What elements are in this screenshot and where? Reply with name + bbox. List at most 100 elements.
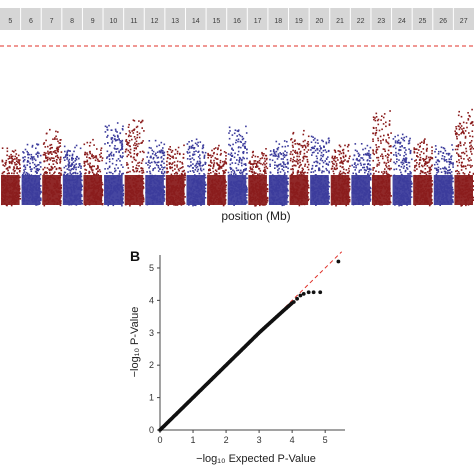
manhattan-point <box>205 183 207 186</box>
manhattan-point <box>307 168 310 171</box>
manhattan-point <box>101 189 104 192</box>
manhattan-point <box>59 167 62 170</box>
manhattan-point <box>115 148 118 150</box>
chromosome-label: 21 <box>336 18 344 25</box>
chromosome-label: 23 <box>377 18 385 25</box>
manhattan-point <box>302 156 304 159</box>
manhattan-point <box>224 162 227 164</box>
manhattan-point <box>244 142 246 145</box>
manhattan-point <box>234 152 236 155</box>
manhattan-point <box>40 191 42 194</box>
manhattan-point <box>138 170 141 173</box>
manhattan-point <box>315 155 318 157</box>
manhattan-point <box>162 158 165 160</box>
manhattan-point <box>184 179 186 181</box>
manhattan-point <box>262 154 264 157</box>
manhattan-point <box>176 164 178 166</box>
manhattan-point <box>320 151 323 154</box>
manhattan-point <box>136 134 139 136</box>
manhattan-point <box>110 153 112 155</box>
manhattan-point <box>100 152 102 154</box>
manhattan-point <box>375 116 378 118</box>
manhattan-point <box>17 159 20 161</box>
manhattan-point <box>286 140 288 143</box>
manhattan-point <box>148 167 150 169</box>
manhattan-point <box>310 146 313 149</box>
manhattan-point <box>340 161 342 164</box>
manhattan-point <box>91 153 93 156</box>
manhattan-point <box>283 154 286 156</box>
manhattan-point <box>241 158 243 161</box>
manhattan-point <box>287 145 289 147</box>
manhattan-point <box>307 192 310 194</box>
manhattan-point <box>257 156 259 158</box>
manhattan-point <box>213 163 215 166</box>
manhattan-point <box>194 165 196 167</box>
manhattan-point <box>368 150 370 152</box>
manhattan-point <box>100 147 103 149</box>
manhattan-point <box>242 143 244 145</box>
manhattan-point <box>162 173 165 175</box>
manhattan-point <box>182 166 184 168</box>
manhattan-point <box>280 165 283 167</box>
manhattan-point <box>7 169 9 172</box>
manhattan-point <box>51 153 53 155</box>
manhattan-point <box>45 157 47 160</box>
chromosome-label: 8 <box>70 18 74 25</box>
manhattan-point <box>301 160 304 162</box>
manhattan-point <box>116 134 119 137</box>
manhattan-point <box>322 155 324 158</box>
manhattan-point <box>197 145 199 147</box>
manhattan-point <box>304 145 307 148</box>
manhattan-point <box>15 163 18 165</box>
manhattan-point <box>55 135 57 138</box>
manhattan-point <box>142 158 144 160</box>
manhattan-point <box>316 161 319 164</box>
manhattan-point <box>45 152 47 154</box>
manhattan-point <box>156 161 159 164</box>
manhattan-point <box>107 142 109 144</box>
manhattan-point <box>108 165 111 168</box>
manhattan-point <box>170 173 173 176</box>
manhattan-point <box>207 152 209 155</box>
manhattan-point <box>117 136 119 138</box>
manhattan-point <box>125 148 128 150</box>
manhattan-point <box>129 152 132 154</box>
manhattan-point <box>292 149 294 152</box>
manhattan-point <box>291 167 294 170</box>
manhattan-point <box>190 161 192 163</box>
manhattan-point <box>382 138 384 141</box>
manhattan-point <box>230 158 232 160</box>
manhattan-point <box>372 169 374 171</box>
manhattan-point <box>49 144 51 147</box>
manhattan-point <box>333 163 335 165</box>
manhattan-point <box>37 169 39 172</box>
manhattan-point <box>348 189 351 191</box>
chromosome-label: 15 <box>212 18 220 25</box>
manhattan-point <box>158 150 161 152</box>
manhattan-point <box>49 159 52 161</box>
manhattan-point <box>111 158 114 160</box>
manhattan-point <box>13 151 15 153</box>
manhattan-point <box>70 164 73 166</box>
manhattan-point <box>337 150 340 152</box>
manhattan-point <box>149 162 151 164</box>
manhattan-point <box>28 173 30 176</box>
manhattan-point <box>167 171 169 173</box>
manhattan-point <box>136 152 139 155</box>
manhattan-point <box>311 167 314 170</box>
manhattan-point <box>228 132 230 134</box>
manhattan-point <box>60 174 63 176</box>
manhattan-point <box>56 154 59 157</box>
manhattan-point <box>108 158 111 160</box>
manhattan-point <box>46 171 48 174</box>
manhattan-point <box>186 151 189 153</box>
manhattan-point <box>345 204 347 207</box>
manhattan-point <box>120 164 123 166</box>
manhattan-point <box>255 162 258 165</box>
manhattan-point <box>72 172 74 175</box>
manhattan-point <box>95 168 98 170</box>
manhattan-point-band <box>104 175 123 205</box>
manhattan-point <box>316 157 318 160</box>
manhattan-point <box>23 171 26 173</box>
